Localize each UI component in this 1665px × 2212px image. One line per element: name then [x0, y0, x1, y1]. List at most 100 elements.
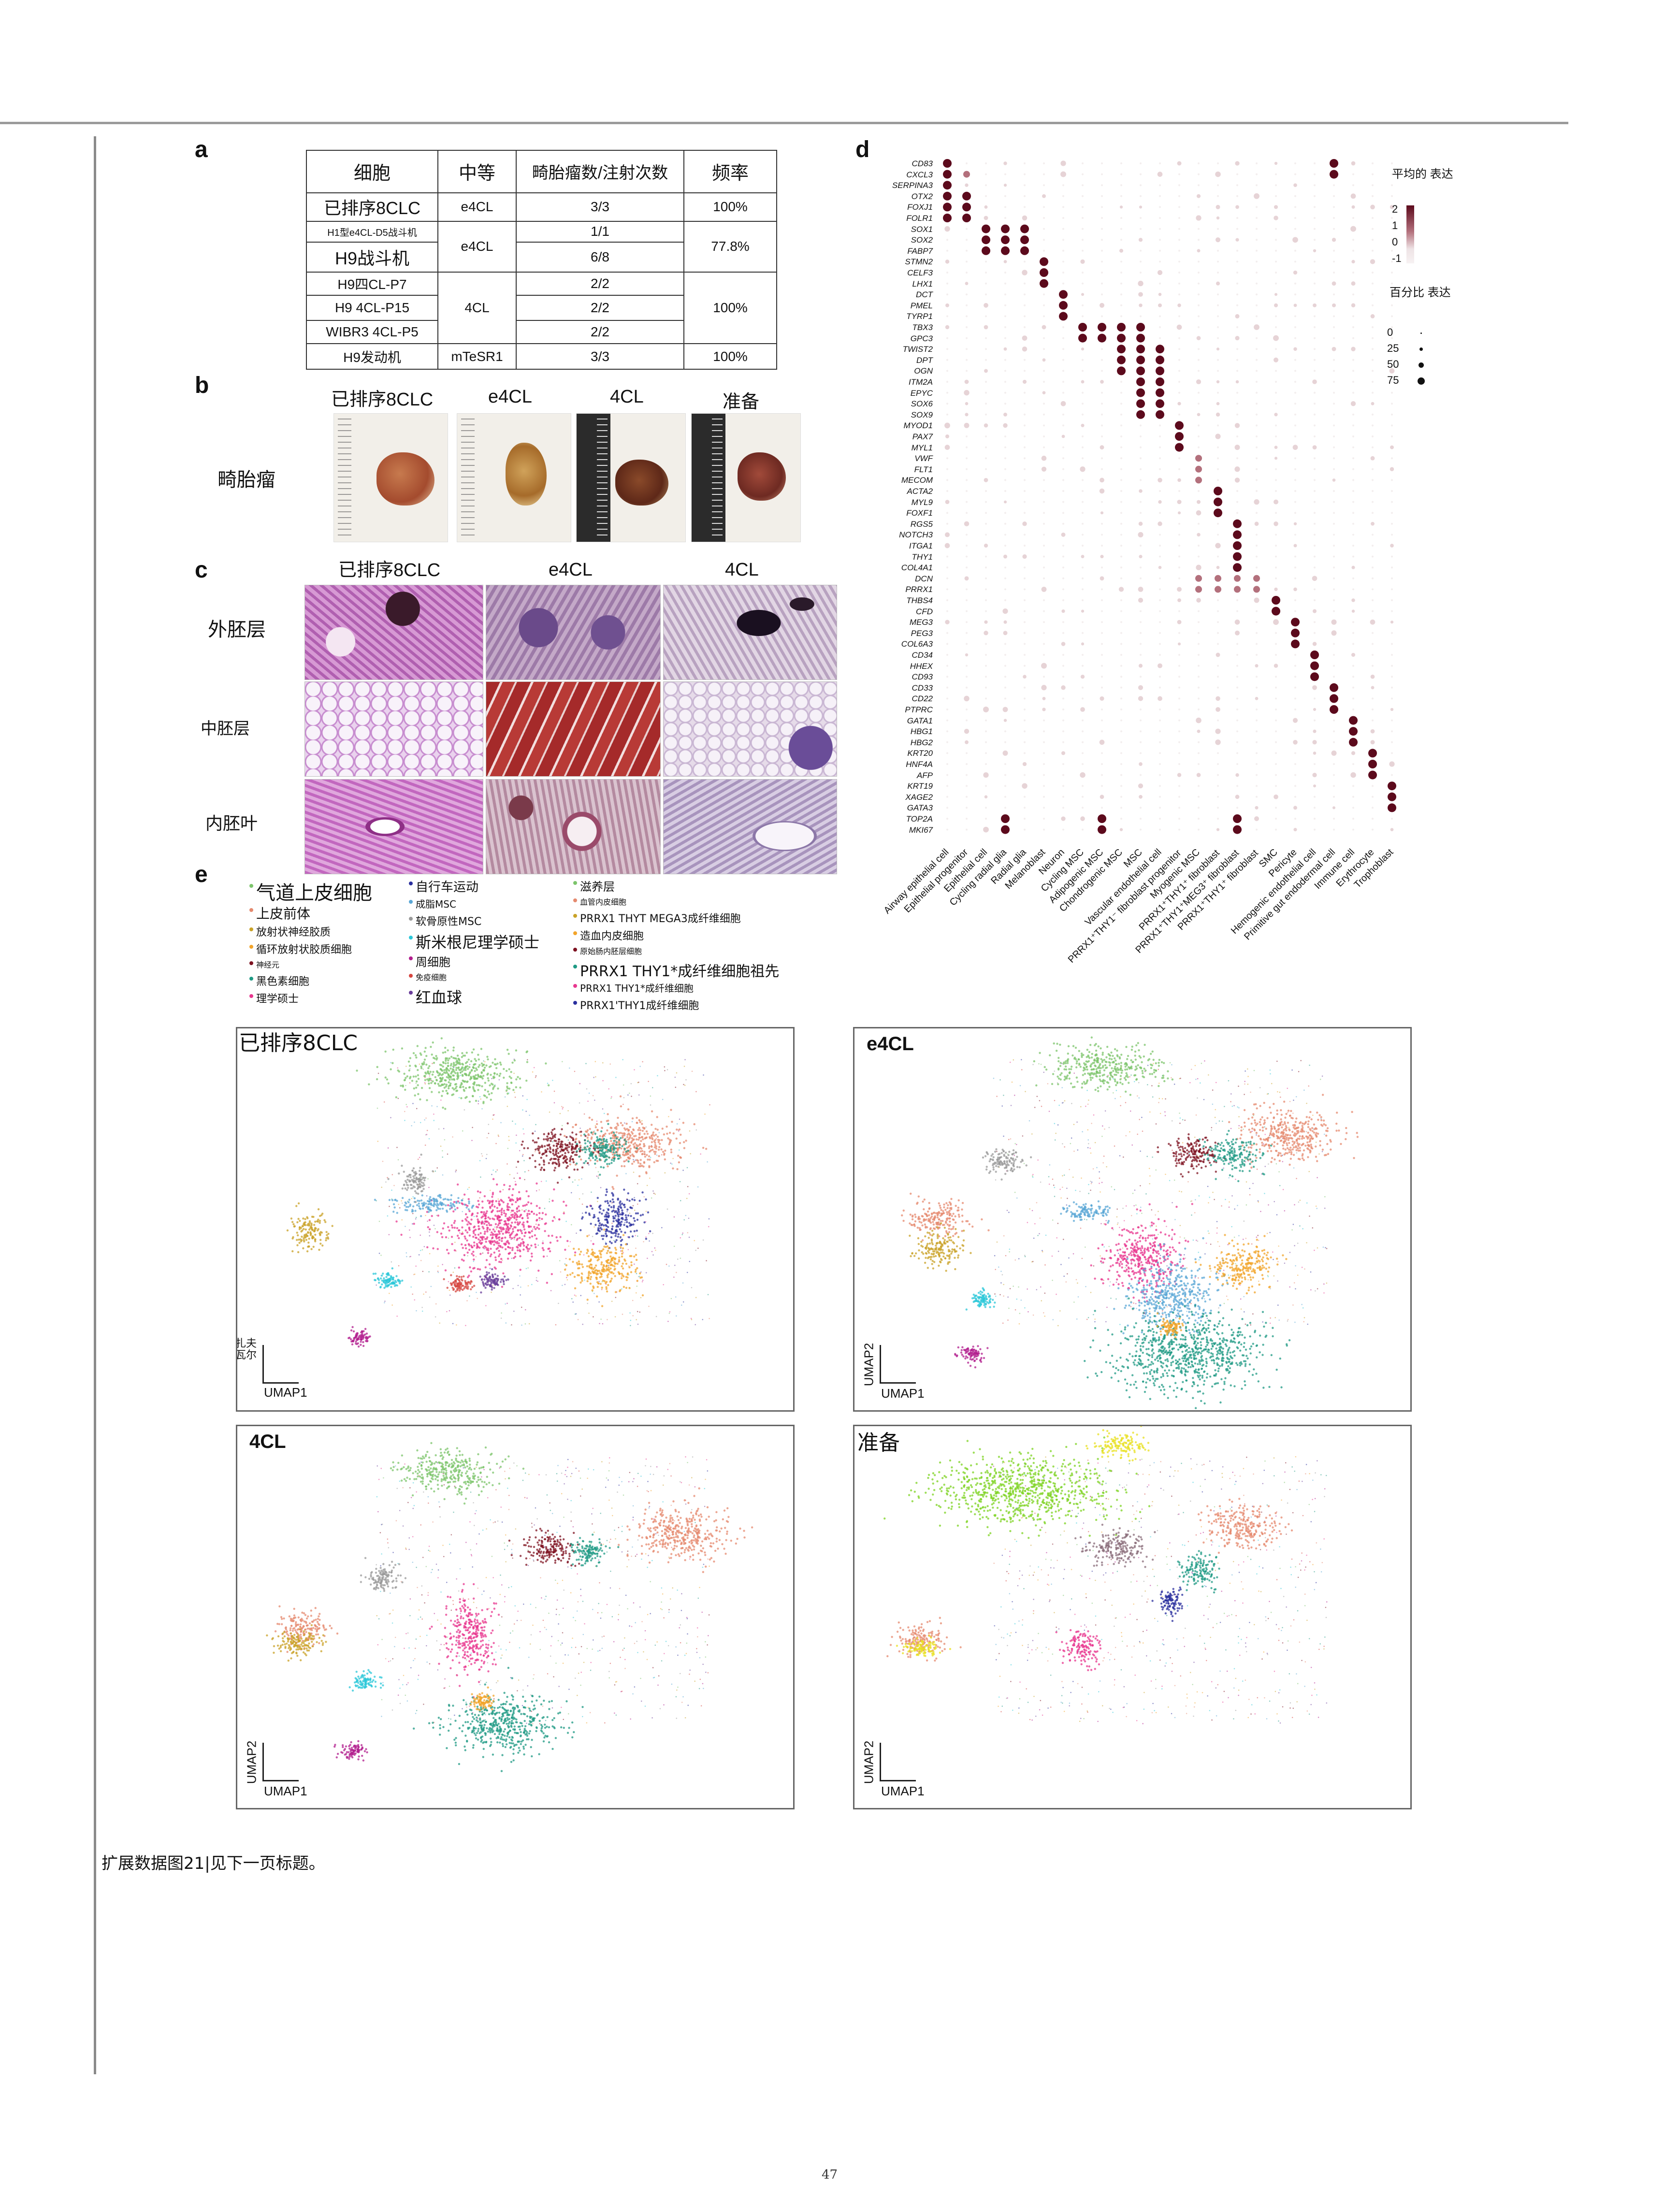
dot-mark — [1314, 566, 1316, 569]
umap-point — [638, 1175, 641, 1177]
umap-point — [689, 1130, 691, 1132]
dot-mark — [1275, 184, 1277, 187]
umap-point — [417, 1158, 419, 1160]
umap-point — [492, 1114, 494, 1116]
legend-item: 循环放射状胶质细胞 — [256, 944, 352, 956]
umap-point — [396, 1316, 398, 1317]
dot-mark — [1275, 774, 1277, 776]
umap-point — [449, 1289, 450, 1291]
avg-ticks: 2 1 0 -1 — [1392, 203, 1405, 266]
margin-bar — [94, 136, 96, 2074]
umap-point — [606, 1252, 608, 1255]
umap-point — [403, 1171, 405, 1173]
dot-mark — [1024, 391, 1026, 394]
dot-mark — [1351, 260, 1355, 264]
dot-mark — [1254, 597, 1260, 603]
umap-point — [521, 1217, 524, 1219]
dot-mark — [1275, 249, 1277, 252]
umap-point — [462, 1246, 464, 1249]
umap-point — [483, 1195, 486, 1198]
dot-mark — [1139, 555, 1143, 559]
dot-mark — [1235, 161, 1240, 166]
dot-mark — [1233, 541, 1242, 550]
dot-mark — [1062, 468, 1064, 470]
umap-point — [603, 1224, 605, 1227]
umap-point — [648, 1081, 649, 1082]
umap-point — [570, 1155, 573, 1157]
umap-point — [606, 1158, 608, 1161]
dot-mark — [1330, 170, 1338, 179]
dot-mark — [1314, 719, 1316, 722]
dot-mark — [1024, 435, 1026, 437]
dot-mark — [946, 676, 948, 678]
umap-point — [403, 1079, 406, 1082]
umap-point — [516, 1237, 519, 1240]
dot-mark — [1256, 337, 1258, 339]
umap-point — [444, 1198, 447, 1200]
dot-mark — [1372, 239, 1374, 241]
umap-point — [486, 1227, 489, 1229]
umap-point — [591, 1155, 594, 1157]
dot-mark — [1177, 161, 1182, 166]
umap-point — [455, 1057, 457, 1060]
gene-label: ITM2A — [908, 377, 933, 387]
gene-label: CELF3 — [907, 268, 933, 277]
dot-mark — [1217, 676, 1219, 678]
umap-point — [420, 1250, 421, 1251]
umap-point — [629, 1149, 631, 1152]
dot-mark — [1140, 610, 1142, 612]
dot-mark — [1256, 763, 1258, 765]
dot-mark — [1198, 162, 1200, 164]
panel-label-a: a — [195, 137, 208, 162]
dot-mark — [966, 348, 968, 350]
dot-mark — [1294, 599, 1296, 601]
umap-point — [393, 1206, 396, 1209]
dot-mark — [1178, 610, 1180, 612]
umap-point — [553, 1216, 555, 1218]
umap-point — [401, 1219, 403, 1221]
umap-point — [654, 1247, 656, 1249]
dot-mark — [1332, 238, 1336, 242]
dot-mark — [1004, 217, 1006, 219]
dot-mark — [1313, 729, 1317, 733]
dot-mark — [1214, 497, 1222, 506]
umap-point — [485, 1212, 488, 1214]
dot-mark — [1234, 586, 1241, 593]
dot-mark — [1003, 620, 1007, 624]
umap-point — [457, 1229, 460, 1232]
umap-point — [524, 1171, 526, 1172]
umap-point — [602, 1080, 604, 1082]
umap-point — [594, 1159, 596, 1161]
umap-point — [417, 1184, 419, 1186]
umap-point — [555, 1236, 558, 1239]
umap-point — [602, 1144, 605, 1147]
umap-point — [637, 1161, 639, 1164]
umap-point — [583, 1113, 585, 1115]
dot-mark — [1294, 555, 1296, 558]
umap-point — [635, 1269, 637, 1271]
dot-mark — [1255, 664, 1259, 668]
umap-point — [468, 1227, 471, 1230]
umap-point — [516, 1246, 519, 1249]
dot-mark — [1352, 217, 1354, 219]
dot-mark — [1178, 370, 1180, 372]
umap-point — [406, 1209, 408, 1212]
umap-point — [463, 1193, 466, 1196]
dot-mark — [1333, 260, 1335, 263]
umap-point — [589, 1128, 591, 1130]
umap-point — [422, 1271, 424, 1272]
dot-mark — [946, 512, 948, 514]
umap-point — [652, 1232, 653, 1234]
dot-mark — [1024, 424, 1026, 427]
umap-point — [625, 1279, 628, 1281]
umap-point — [578, 1248, 580, 1250]
umap-point — [527, 1201, 530, 1203]
dot-mark — [1004, 697, 1006, 700]
umap-point — [620, 1105, 623, 1108]
umap-point — [624, 1222, 626, 1224]
umap-point — [450, 1063, 453, 1065]
umap-point — [556, 1181, 559, 1184]
umap-point — [616, 1155, 619, 1157]
dot-mark — [1178, 719, 1180, 722]
umap-point — [666, 1208, 668, 1210]
